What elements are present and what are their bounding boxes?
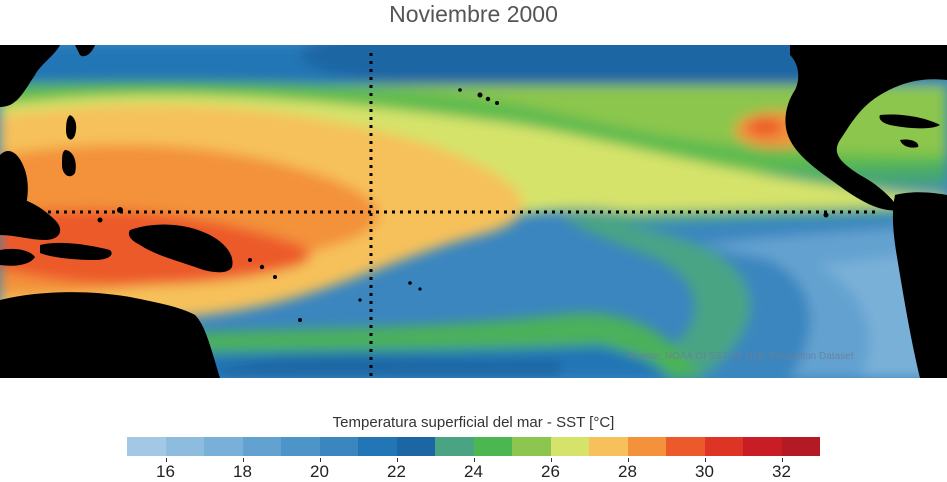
sst-map xyxy=(0,45,947,378)
colorbar-swatch xyxy=(704,437,743,456)
colorbar-swatch xyxy=(550,437,589,456)
colorbar-tick-label: 16 xyxy=(156,462,175,481)
colorbar-tick-mark xyxy=(319,458,321,462)
colorbar-swatch xyxy=(512,437,551,456)
colorbar-tick-mark xyxy=(550,458,552,462)
colorbar-tick-label: 24 xyxy=(464,462,483,481)
colorbar-tick-mark xyxy=(704,458,706,462)
colorbar-swatch xyxy=(319,437,358,456)
colorbar-swatch xyxy=(281,437,320,456)
colorbar-swatch xyxy=(473,437,512,456)
land-masses xyxy=(0,45,947,378)
colorbar-swatch xyxy=(627,437,666,456)
colorbar xyxy=(127,437,820,456)
colorbar-swatch xyxy=(165,437,204,456)
colorbar-tick-label: 20 xyxy=(310,462,329,481)
colorbar-tick-label: 22 xyxy=(387,462,406,481)
colorbar-swatch xyxy=(242,437,281,456)
colorbar-swatch xyxy=(204,437,243,456)
colorbar-swatch xyxy=(396,437,435,456)
colorbar-ticks: 16 18 20 22 24 26 28 30 32 xyxy=(0,458,947,481)
colorbar-tick-label: 18 xyxy=(233,462,252,481)
colorbar-title: Temperatura superficial del mar - SST [°… xyxy=(332,414,615,431)
sst-map-svg xyxy=(0,45,947,378)
colorbar-swatch xyxy=(743,437,782,456)
grid-lines xyxy=(0,53,880,378)
colorbar-swatch xyxy=(358,437,397,456)
colorbar-tick-label: 26 xyxy=(541,462,560,481)
colorbar-tick-mark xyxy=(781,458,783,462)
colorbar-tick-mark xyxy=(627,458,629,462)
colorbar-tick-mark xyxy=(396,458,398,462)
colorbar-tick-mark xyxy=(242,458,244,462)
data-source-credit: Fuente: NOAA OI SST V2 High Resolution D… xyxy=(628,351,854,362)
colorbar-tick-label: 28 xyxy=(618,462,637,481)
colorbar-swatch xyxy=(589,437,628,456)
colorbar-swatch xyxy=(666,437,705,456)
colorbar-tick-label: 32 xyxy=(772,462,791,481)
colorbar-swatch xyxy=(127,437,166,456)
colorbar-swatch xyxy=(781,437,820,456)
colorbar-tick-mark xyxy=(165,458,167,462)
colorbar-tick-mark xyxy=(473,458,475,462)
map-title: Noviembre 2000 xyxy=(389,1,558,27)
colorbar-tick-label: 30 xyxy=(695,462,714,481)
colorbar-swatch xyxy=(435,437,474,456)
sst-field xyxy=(0,45,947,378)
